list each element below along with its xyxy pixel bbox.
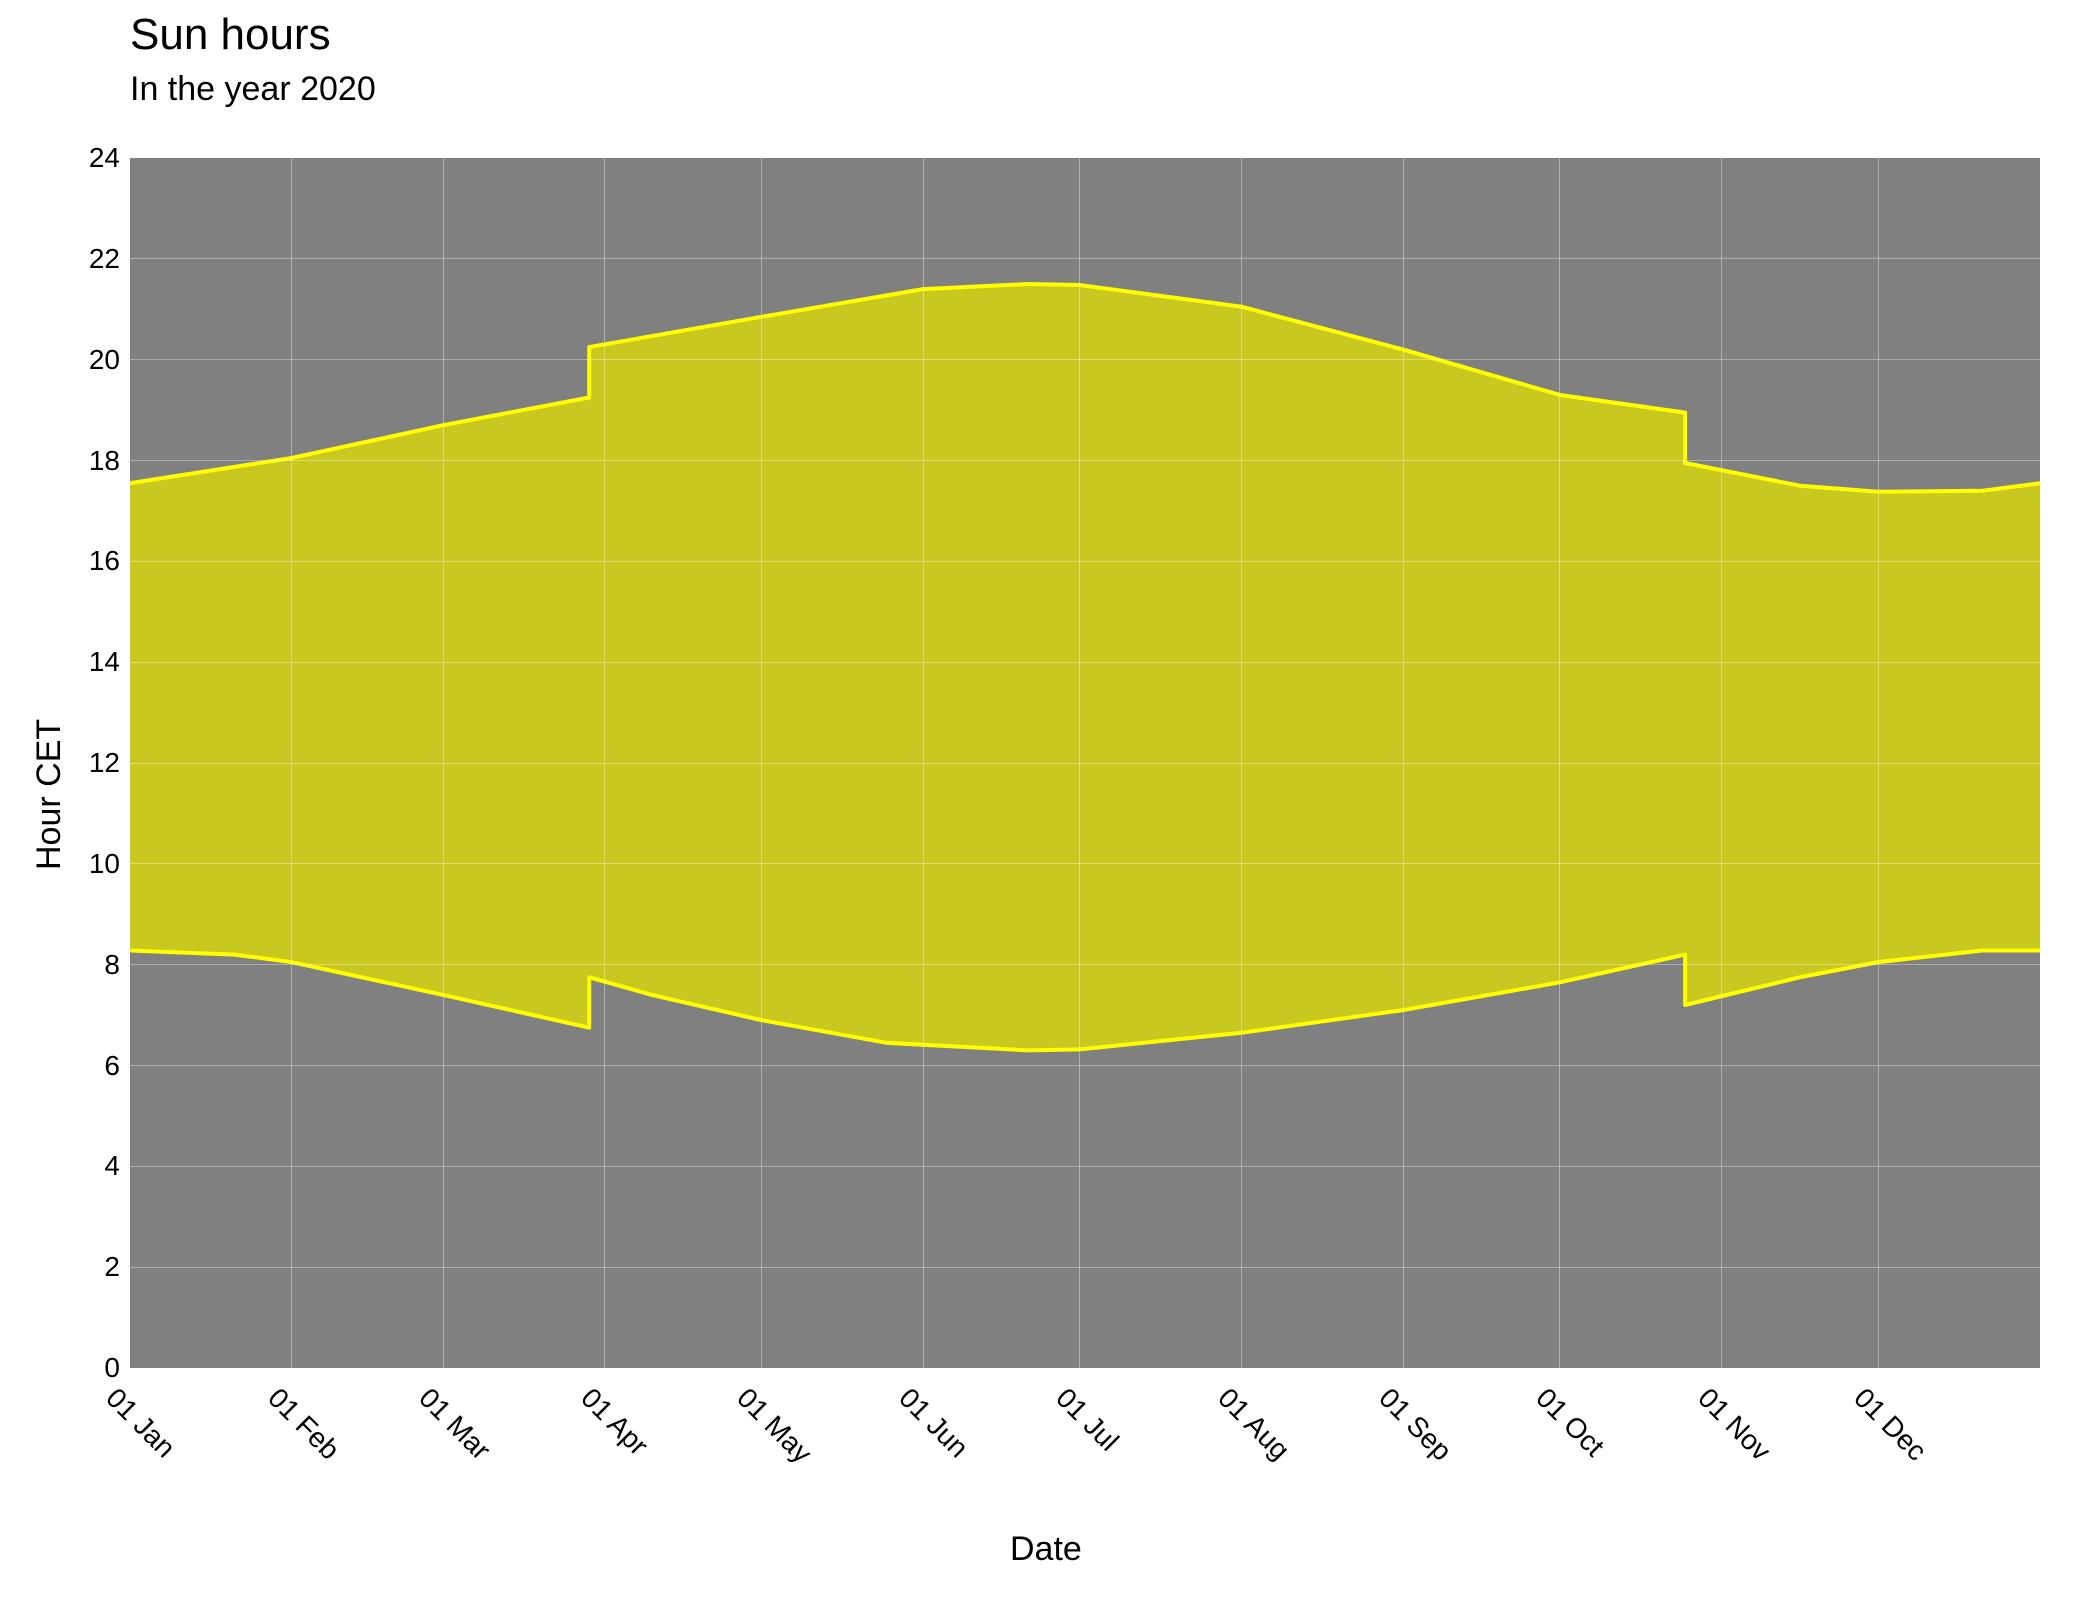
gridline-h: [130, 1267, 2040, 1268]
y-tick-label: 12: [60, 747, 120, 779]
gridline-h: [130, 258, 2040, 259]
y-tick-label: 20: [60, 344, 120, 376]
x-tick-label: 01 Jun: [893, 1382, 975, 1464]
x-tick-label: 01 Oct: [1529, 1382, 1610, 1463]
gridline-v: [443, 158, 444, 1368]
x-tick-label: 01 Jul: [1049, 1382, 1124, 1457]
y-tick-label: 24: [60, 142, 120, 174]
y-tick-label: 14: [60, 646, 120, 678]
y-tick-label: 18: [60, 445, 120, 477]
plot-area: [130, 158, 2040, 1368]
x-tick-label: 01 Apr: [574, 1382, 654, 1462]
gridline-v: [1403, 158, 1404, 1368]
x-tick-label: 01 Sep: [1373, 1382, 1458, 1467]
x-tick-label: 01 Aug: [1211, 1382, 1295, 1466]
chart-subtitle: In the year 2020: [130, 70, 376, 109]
gridline-v: [923, 158, 924, 1368]
gridline-h: [130, 1166, 2040, 1167]
gridline-h: [130, 359, 2040, 360]
y-tick-label: 6: [60, 1050, 120, 1082]
y-tick-label: 2: [60, 1251, 120, 1283]
gridline-h: [130, 763, 2040, 764]
gridline-v: [1878, 158, 1879, 1368]
gridline-v: [1721, 158, 1722, 1368]
y-tick-label: 10: [60, 848, 120, 880]
y-tick-label: 16: [60, 545, 120, 577]
chart-title: Sun hours: [130, 10, 331, 60]
gridline-v: [1559, 158, 1560, 1368]
gridline-v: [291, 158, 292, 1368]
gridline-h: [130, 964, 2040, 965]
x-axis-label: Date: [1010, 1530, 1082, 1569]
x-tick-label: 01 Dec: [1848, 1382, 1933, 1467]
gridline-h: [130, 662, 2040, 663]
gridline-v: [604, 158, 605, 1368]
x-tick-label: 01 Feb: [261, 1382, 345, 1466]
x-tick-label: 01 May: [731, 1382, 819, 1470]
y-tick-label: 0: [60, 1352, 120, 1384]
x-tick-label: 01 Nov: [1691, 1382, 1776, 1467]
x-tick-label: 01 Mar: [412, 1382, 496, 1466]
gridline-h: [130, 863, 2040, 864]
y-tick-label: 8: [60, 949, 120, 981]
gridline-h: [130, 460, 2040, 461]
gridline-v: [761, 158, 762, 1368]
y-tick-label: 22: [60, 243, 120, 275]
gridline-h: [130, 561, 2040, 562]
gridline-v: [1241, 158, 1242, 1368]
y-tick-label: 4: [60, 1150, 120, 1182]
gridline-h: [130, 1065, 2040, 1066]
gridline-v: [1079, 158, 1080, 1368]
sun-band-fill: [130, 284, 2040, 1050]
x-tick-label: 01 Jan: [99, 1382, 181, 1464]
